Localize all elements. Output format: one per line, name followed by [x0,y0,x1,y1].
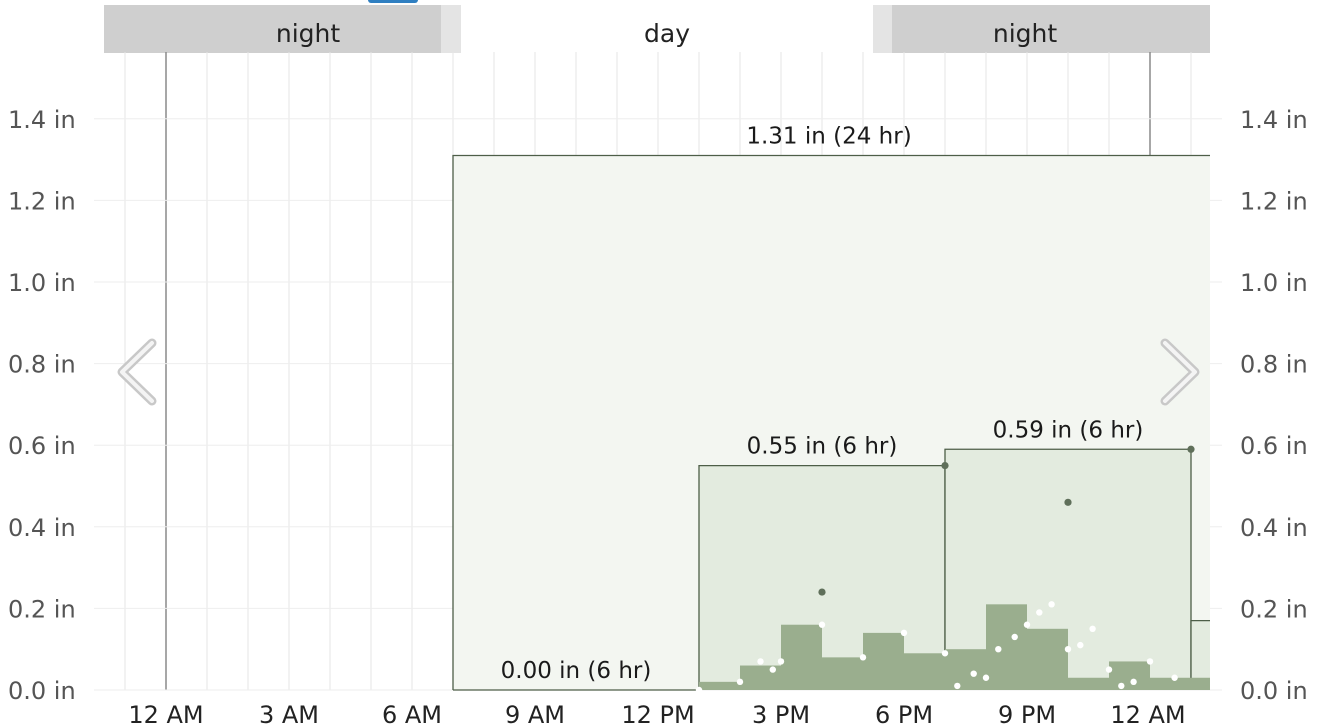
accumulation-label: 0.55 in (6 hr) [747,434,898,460]
hourly-bar [1191,677,1210,690]
y-tick-label-right: 1.2 in [1240,187,1308,215]
y-tick-label-right: 0.8 in [1240,351,1308,379]
x-tick-label: 12 AM [1110,701,1185,727]
band-night [104,5,441,53]
y-tick-label-left: 0.6 in [8,432,76,460]
data-point-light [1171,674,1178,681]
accumulation-label: 1.31 in (24 hr) [746,124,911,150]
data-point-light [941,650,949,657]
data-point-light [1118,682,1125,690]
data-point-light [1105,666,1113,673]
band-label-night: night [276,19,341,48]
hourly-bar [986,604,1027,690]
accumulation-label: 0.59 in (6 hr) [993,417,1144,443]
band-label-night: night [993,19,1058,48]
band-night [892,5,1210,53]
hourly-bar [863,632,904,690]
y-tick-label-left: 0.4 in [8,514,76,542]
x-axis-labels: 12 AM 3 AM 6 AM 9 AM 12 PM 3 PM 6 PM 9 PM 12 AM [128,701,1185,727]
data-point-dark [818,588,826,596]
data-point-light [1023,621,1031,628]
day-night-bands: night day night [104,5,1210,53]
data-point-light [1146,658,1154,665]
x-tick-label: 3 AM [259,701,319,727]
band-fade [441,5,461,53]
data-point-light [1036,609,1043,616]
accumulation-box-6h [1191,620,1210,690]
x-tick-label: 6 PM [875,701,933,727]
band-label-day: day [644,19,690,48]
data-points [695,445,1195,694]
accumulation-labels: 1.31 in (24 hr) 0.00 in (6 hr) 0.55 in (6 … [501,124,1144,684]
data-point-light [1130,678,1137,686]
y-tick-label-right: 0.4 in [1240,514,1308,542]
data-point-light [757,658,764,665]
data-point-dark [1064,498,1072,506]
y-tick-label-right: 0.0 in [1240,677,1308,705]
accumulation-outline [452,154,1210,690]
y-tick-label-left: 1.0 in [8,269,76,297]
data-point-light [982,674,990,681]
y-tick-label-left: 0.2 in [8,595,76,623]
data-point-light [995,646,1002,653]
prev-arrow-button[interactable] [108,330,168,414]
top-indicator [368,0,418,3]
hourly-bar [904,653,945,690]
data-point-light [695,686,703,694]
data-point-light [1089,625,1096,632]
y-axis-labels: 0.0 in 0.0 in 0.2 in 0.2 in 0.4 in 0.4 in 0.6 … [8,106,1308,705]
data-point-light [736,678,744,686]
data-point-light [818,621,826,628]
band-fade [873,5,892,53]
data-point-light [1048,601,1055,608]
next-arrow-button[interactable] [1150,330,1210,414]
data-point-light [1077,641,1084,649]
y-tick-label-right: 1.4 in [1240,106,1308,134]
y-tick-label-right: 0.6 in [1240,432,1308,460]
y-tick-label-left: 0.8 in [8,351,76,379]
data-point-dark [941,462,949,470]
accumulation-outline [1190,619,1210,690]
hourly-bar [945,649,986,690]
hourly-bar [1027,628,1068,690]
data-point-light [1011,633,1018,641]
y-tick-label-left: 1.4 in [8,106,76,134]
x-tick-label: 3 PM [752,701,810,727]
x-tick-label: 12 AM [128,701,203,727]
data-point-light [970,670,977,677]
x-tick-label: 12 PM [621,701,694,727]
hourly-bar [781,624,822,690]
data-point-dark [1187,445,1195,453]
hourly-bar [1109,661,1150,690]
data-point-light [777,658,785,665]
data-point-light [954,682,961,690]
hourly-bar [699,681,740,690]
data-point-light [859,654,867,661]
accumulation-label: 0.00 in (6 hr) [501,658,652,684]
y-tick-label-left: 0.0 in [8,677,76,705]
data-point-light [900,629,908,637]
y-tick-label-right: 1.0 in [1240,269,1308,297]
data-point-light [1064,646,1072,653]
y-tick-label-left: 1.2 in [8,187,76,215]
y-tick-label-right: 0.2 in [1240,595,1308,623]
x-tick-label: 9 AM [505,701,565,727]
hourly-bar [822,657,863,690]
x-tick-label: 9 PM [998,701,1056,727]
data-point-light [769,666,776,673]
hourly-bar [1150,677,1191,690]
hourly-bars [699,604,1210,690]
x-tick-label: 6 AM [382,701,442,727]
hourly-bar [1068,677,1109,690]
accumulation-outline [944,448,1192,690]
